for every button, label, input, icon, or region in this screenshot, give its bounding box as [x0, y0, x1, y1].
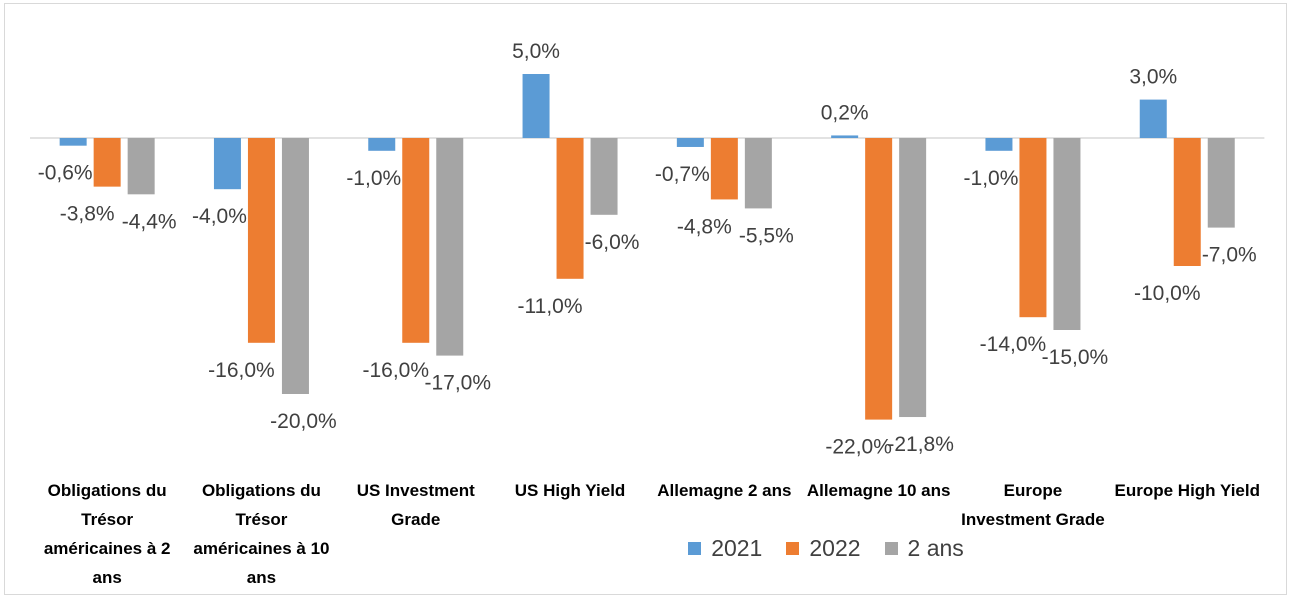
data-label: -15,0% [1042, 346, 1109, 369]
data-label: -6,0% [585, 231, 640, 254]
legend-label: 2021 [711, 535, 763, 561]
bar-2021-4 [676, 138, 704, 147]
data-label: -4,0% [192, 205, 247, 228]
legend-swatch [786, 542, 800, 555]
legend-item: 2022 [786, 535, 861, 562]
bar-2-ans-6 [1053, 138, 1081, 330]
legend-swatch [688, 542, 702, 555]
data-label: -22,0% [825, 436, 892, 459]
data-label: 3,0% [1129, 66, 1177, 89]
bar-2022-4 [710, 138, 738, 200]
bar-2021-5 [831, 135, 859, 138]
data-label: 0,2% [821, 101, 869, 124]
bar-2021-3 [522, 74, 550, 138]
bar-2-ans-4 [744, 138, 772, 209]
data-label: -0,7% [655, 163, 710, 186]
legend-label: 2022 [809, 535, 861, 561]
bar-2022-6 [1019, 138, 1047, 318]
bar-2-ans-0 [127, 138, 155, 195]
data-label: -0,6% [38, 162, 93, 185]
bar-2021-2 [368, 138, 396, 151]
data-label: -1,0% [964, 167, 1019, 190]
bar-2022-1 [247, 138, 275, 343]
bar-2021-0 [59, 138, 87, 146]
category-label: Allemagne 2 ans [657, 481, 792, 500]
category-label: US High Yield [514, 481, 626, 500]
legend: 2021 2022 2 ans [0, 535, 1292, 562]
category-label: Obligations du Trésor américaines à 2 an… [43, 481, 171, 587]
bar-2021-7 [1139, 99, 1167, 138]
data-label: -3,8% [60, 203, 115, 226]
bar-2022-2 [402, 138, 430, 343]
bar-2022-3 [556, 138, 584, 279]
data-label: -20,0% [270, 410, 337, 433]
bar-2-ans-1 [281, 138, 309, 394]
category-label: Allemagne 10 ans [806, 481, 951, 500]
bar-2-ans-3 [590, 138, 618, 215]
category-label: Europe High Yield [1114, 481, 1260, 500]
data-label: -14,0% [980, 333, 1047, 356]
legend-item: 2021 [688, 535, 762, 562]
data-label: 5,0% [512, 40, 560, 63]
data-label: -7,0% [1202, 244, 1257, 267]
data-label: -16,0% [362, 359, 429, 382]
bar-2-ans-2 [436, 138, 464, 356]
data-label: -11,0% [518, 295, 583, 318]
data-label: -16,0% [208, 359, 275, 382]
data-label: -17,0% [424, 372, 491, 395]
bar-2021-1 [213, 138, 241, 190]
bar-2022-0 [93, 138, 121, 187]
bar-2022-7 [1173, 138, 1201, 266]
bar-2022-5 [865, 138, 893, 420]
bar-2021-6 [985, 138, 1013, 151]
category-label: Obligations du Trésor américaines à 10 a… [193, 481, 330, 587]
category-label: Europe Investment Grade [961, 481, 1105, 529]
data-label: -21,8% [887, 433, 954, 456]
data-label: -5,5% [739, 224, 794, 247]
legend-item: 2 ans [884, 535, 964, 562]
data-label: -10,0% [1134, 282, 1201, 305]
data-label: -4,8% [677, 215, 732, 238]
legend-label: 2 ans [907, 535, 964, 561]
data-label: -1,0% [346, 167, 401, 190]
bar-2-ans-5 [899, 138, 927, 418]
chart-border [4, 3, 1287, 595]
legend-swatch [884, 542, 898, 555]
data-label: -4,4% [122, 210, 177, 233]
category-label: US Investment Grade [356, 481, 475, 529]
bar-2-ans-7 [1207, 138, 1235, 228]
